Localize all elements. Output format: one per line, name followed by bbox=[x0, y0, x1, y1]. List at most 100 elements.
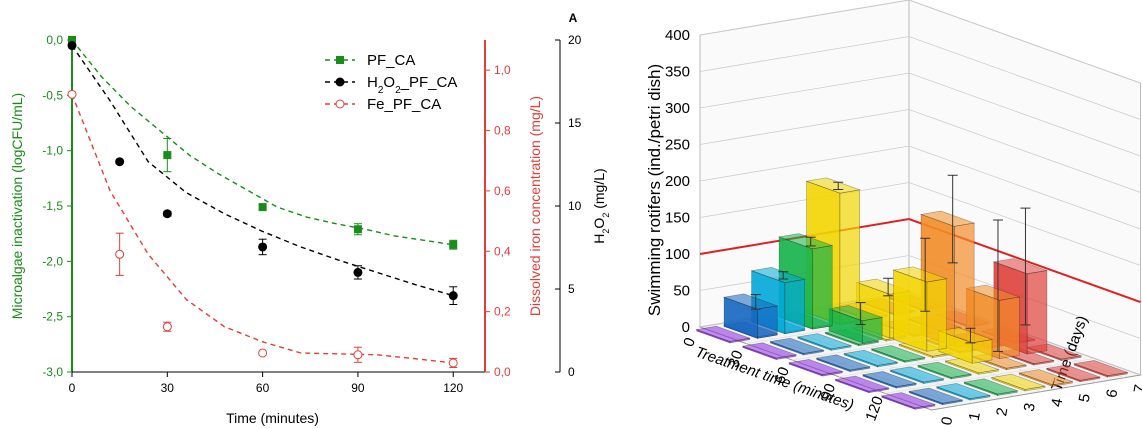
floor-bar-top bbox=[889, 366, 945, 383]
h2o2-tick-label: 15 bbox=[568, 116, 582, 130]
z-tick-label: 400 bbox=[665, 27, 690, 44]
x-tick-label: 60 bbox=[256, 381, 270, 395]
data-bar-top bbox=[750, 267, 806, 283]
data-point bbox=[68, 36, 76, 44]
floor-bar-top bbox=[916, 361, 973, 378]
data-bar-top bbox=[892, 266, 948, 283]
legend-label-part: 2 bbox=[378, 85, 384, 96]
legend-label: Fe_PF_CA bbox=[367, 96, 441, 113]
day-tick-label: 1 bbox=[966, 411, 984, 422]
data-bar-side bbox=[839, 189, 861, 325]
z-axis-title: Swimming rotifers (ind./petri dish) bbox=[645, 64, 664, 316]
h2o2-title-part: (mg/L) bbox=[591, 168, 607, 212]
data-point bbox=[67, 89, 77, 99]
z-gridline bbox=[699, 72, 1141, 157]
floor-bar-top bbox=[908, 387, 964, 404]
treatment-tick-label: 30 bbox=[725, 348, 747, 369]
legend-label: H2O2_PF_CA bbox=[367, 74, 457, 96]
x-tick-label: 30 bbox=[161, 381, 175, 395]
z-tick-label: 150 bbox=[665, 210, 690, 227]
floor-bar-top bbox=[1018, 369, 1074, 386]
h2o2-title-part: O bbox=[591, 218, 607, 229]
series-line bbox=[71, 39, 454, 246]
z-tick-label: 100 bbox=[665, 246, 690, 263]
floor-bar-top bbox=[990, 373, 1047, 390]
floor-bar-top bbox=[861, 371, 918, 387]
h2o2-title-part: 2 bbox=[601, 229, 611, 234]
data-point bbox=[67, 41, 77, 51]
floor-bar-top bbox=[1073, 360, 1129, 376]
legend-label: PF_CA bbox=[367, 52, 415, 69]
data-point bbox=[353, 350, 363, 360]
z-gridline bbox=[699, 145, 1141, 230]
floor-bar-top bbox=[815, 354, 872, 371]
legend-marker bbox=[335, 99, 345, 109]
floor-bar-top bbox=[944, 357, 1000, 374]
h2o2-tick-label: 5 bbox=[568, 282, 575, 296]
data-point bbox=[115, 249, 125, 259]
h2o2-title-part: H bbox=[591, 234, 607, 244]
panel-label: A bbox=[569, 11, 578, 25]
h2o2-tick-label: 0 bbox=[568, 365, 575, 379]
floor-bar-top bbox=[834, 375, 890, 392]
floor-bar-top bbox=[769, 337, 825, 354]
left-tick-label: -2,5 bbox=[42, 310, 63, 324]
legend-label-part: O bbox=[383, 74, 395, 91]
left-tick-label: -0,5 bbox=[42, 88, 63, 102]
floor-bar-top bbox=[842, 349, 899, 366]
data-bar-top bbox=[777, 233, 834, 250]
legend-label-part: H bbox=[367, 74, 378, 91]
data-bar-side bbox=[862, 317, 883, 344]
data-bar-top bbox=[992, 258, 1049, 275]
data-bar-top bbox=[827, 305, 884, 322]
data-bar-top bbox=[965, 284, 1021, 301]
h2o2-title-part: 2 bbox=[601, 213, 611, 218]
z-gridline bbox=[699, 36, 1141, 120]
z-gridline bbox=[699, 182, 1141, 266]
day-tick-label: 2 bbox=[993, 406, 1011, 417]
floor-bar-top bbox=[880, 392, 937, 409]
legend-marker bbox=[335, 77, 345, 87]
data-bar-side bbox=[1026, 270, 1048, 355]
x-axis-title: Time (minutes) bbox=[226, 410, 319, 426]
data-bar-side bbox=[926, 278, 947, 352]
iron-tick-label: 1,0 bbox=[494, 63, 511, 77]
data-bar-top bbox=[722, 293, 779, 310]
floor-bar-top bbox=[935, 383, 992, 399]
day-tick-label: 5 bbox=[1076, 392, 1094, 403]
data-point bbox=[258, 242, 268, 252]
legend-label-part: Fe_PF_CA bbox=[367, 96, 441, 113]
floor-bar-top bbox=[870, 345, 927, 362]
legend-marker bbox=[336, 56, 344, 64]
day-tick-label: 3 bbox=[1021, 402, 1039, 413]
iron-tick-label: 0,8 bbox=[494, 124, 511, 138]
x-tick-label: 90 bbox=[351, 381, 365, 395]
left-tick-label: -2,0 bbox=[42, 254, 63, 268]
data-point bbox=[115, 157, 125, 167]
data-point bbox=[258, 348, 268, 358]
floor-bar-top bbox=[796, 333, 853, 350]
left-tick-label: -3,0 bbox=[42, 365, 63, 379]
left-tick-label: -1,5 bbox=[42, 199, 63, 213]
iron-tick-label: 0,0 bbox=[494, 365, 511, 379]
iron-tick-label: 0,4 bbox=[494, 244, 511, 258]
x-tick-label: 0 bbox=[69, 381, 76, 395]
z-gridline bbox=[699, 109, 1141, 193]
z-tick-label: 0 bbox=[682, 319, 690, 336]
data-point bbox=[162, 209, 172, 219]
data-point bbox=[353, 267, 363, 277]
floor-bar-top bbox=[787, 359, 844, 375]
left-tick-label: 0,0 bbox=[46, 33, 63, 47]
line-chart-panel-a: 0 30 60 90 120 Time (minutes) 0,0 -0,5 -1,0 -1,5 -… bbox=[9, 11, 611, 426]
series-line bbox=[71, 45, 454, 297]
data-point bbox=[448, 291, 458, 301]
floor-bar-top bbox=[741, 342, 798, 359]
z-tick-label: 350 bbox=[665, 64, 690, 81]
day-tick-label: 4 bbox=[1048, 397, 1066, 408]
left-tick-label: -1,0 bbox=[42, 144, 63, 158]
x-tick-label: 120 bbox=[443, 381, 463, 395]
treatment-tick-label: 120 bbox=[862, 394, 887, 423]
data-point bbox=[353, 225, 362, 234]
data-bar-front bbox=[893, 269, 928, 352]
left-axis-title: Microalgae inactivation (logCFU/mL) bbox=[9, 93, 25, 319]
